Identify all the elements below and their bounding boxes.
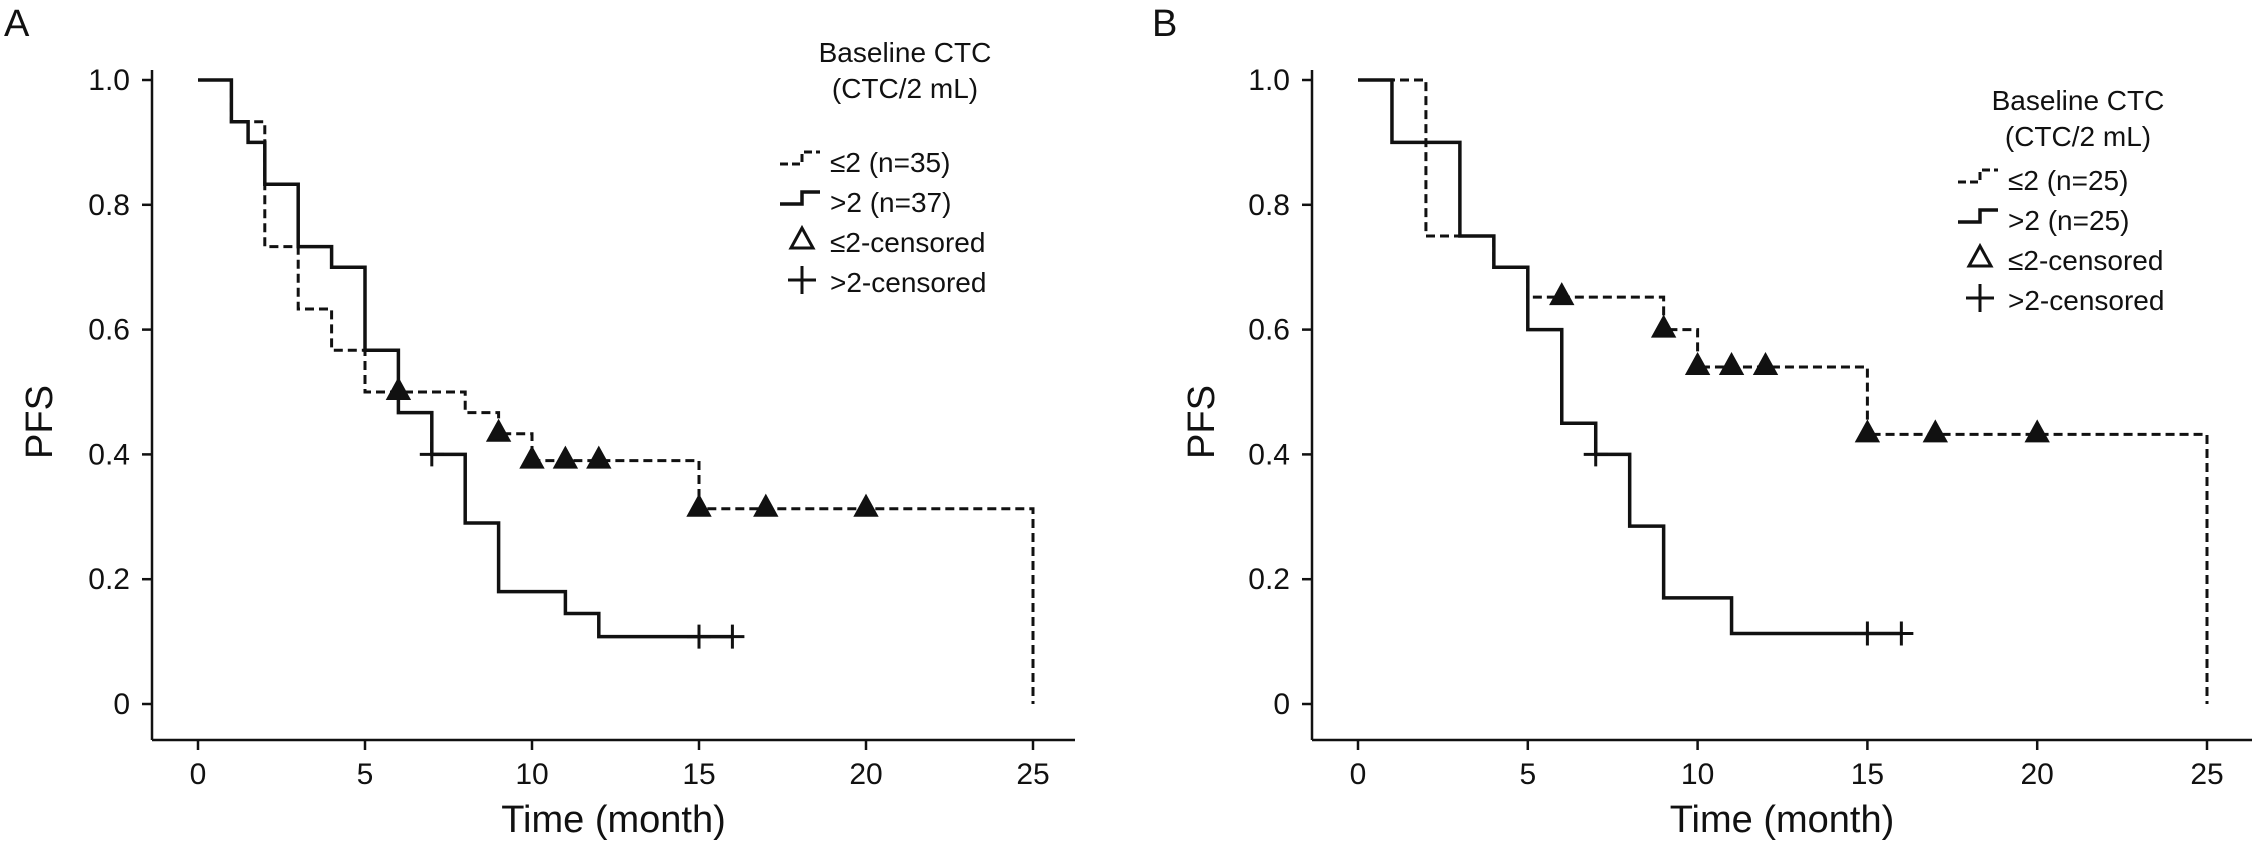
legend-entry: >2 (n=37) [830, 187, 951, 218]
legend-key-plus [788, 266, 816, 294]
legend: Baseline CTC (CTC/2 mL) ≤2 (n=25) >2 (n=25)… [1958, 85, 2164, 316]
censor-triangle-marker [686, 493, 712, 517]
chart-panel-A: A 0 5 10 15 20 25 0 0.2 0.4 0.6 0.8 1.0 Time (month) P… [4, 3, 1075, 841]
x-tick-label: 20 [2021, 758, 2054, 791]
censor-triangle-marker [1650, 314, 1677, 338]
legend-title: Baseline CTC [1992, 85, 2165, 116]
legend-title: (CTC/2 mL) [832, 73, 978, 104]
x-axis-title: Time (month) [501, 799, 726, 841]
y-tick-label: 0.2 [1248, 563, 1290, 596]
x-tick-label: 20 [849, 758, 882, 791]
panel-label: B [1152, 3, 1177, 45]
censor-triangle-marker [1718, 351, 1745, 376]
legend-key-dashed [780, 150, 820, 166]
y-axis-title: PFS [1181, 385, 1223, 459]
legend-key-dashed [1958, 168, 1998, 184]
y-axis-title: PFS [19, 385, 61, 459]
x-tick-label: 0 [1350, 758, 1367, 791]
censor-plus-marker [720, 624, 745, 649]
legend-key-plus [1966, 284, 1994, 312]
x-tick-label: 10 [1681, 758, 1714, 791]
x-tick-label: 15 [682, 758, 715, 791]
censor-plus-marker [1889, 621, 1914, 646]
legend-entry: >2-censored [2008, 285, 2164, 316]
series-high-ctc-line [1358, 78, 1902, 636]
censor-plus-marker [1855, 621, 1880, 646]
y-tick-label: 0 [113, 688, 130, 721]
y-tick-label: 0.6 [88, 314, 130, 347]
censor-triangle-marker [853, 493, 879, 517]
censor-triangle-marker [552, 445, 579, 469]
censor-triangle-marker [1922, 419, 1949, 443]
censor-triangle-marker [1752, 351, 1779, 376]
legend-entry: ≤2-censored [2008, 245, 2163, 276]
y-tick-label: 1.0 [88, 64, 130, 97]
censor-plus-marker [419, 442, 444, 467]
censor-triangle-marker [1684, 351, 1711, 376]
x-tick-label: 5 [357, 758, 374, 791]
y-tick-label: 0.4 [88, 438, 130, 471]
x-tick-label: 10 [515, 758, 548, 791]
legend-entry: >2 (n=25) [2008, 205, 2129, 236]
panel-label: A [4, 3, 30, 45]
legend: Baseline CTC (CTC/2 mL) ≤2 (n=35) >2 (n=37)… [780, 37, 991, 298]
x-tick-label: 5 [1519, 758, 1536, 791]
chart-panel-B: B 0 5 10 15 20 25 0 0.2 0.4 0.6 0.8 1.0 Time (month) P… [1152, 3, 2252, 841]
y-tick-label: 0 [1273, 688, 1290, 721]
x-axis-title: Time (month) [1670, 799, 1895, 841]
legend-key-solid [780, 190, 820, 206]
censor-plus-marker [687, 624, 711, 649]
censor-triangle-marker [753, 493, 779, 517]
legend-entry: ≤2-censored [830, 227, 985, 258]
legend-entry: ≤2 (n=25) [2008, 165, 2128, 196]
y-tick-label: 0.6 [1248, 314, 1290, 347]
censor-triangle-marker [1549, 282, 1575, 306]
legend-entry: ≤2 (n=35) [830, 147, 950, 178]
legend-entry: >2-censored [830, 267, 986, 298]
series-low-ctc-line [198, 78, 1035, 704]
y-tick-label: 0.8 [88, 189, 130, 222]
x-tick-label: 25 [2190, 758, 2223, 791]
x-tick-label: 15 [1851, 758, 1884, 791]
censor-plus-marker [1583, 442, 1608, 467]
legend-key-solid [1958, 208, 1998, 224]
legend-title: Baseline CTC [819, 37, 992, 68]
series-low-ctc-line [1358, 78, 2209, 704]
legend-title: (CTC/2 mL) [2005, 121, 2151, 152]
y-tick-label: 1.0 [1248, 64, 1290, 97]
censor-triangle-marker [2024, 419, 2050, 443]
x-tick-label: 25 [1016, 758, 1049, 791]
censor-triangle-marker [586, 445, 612, 469]
x-tick-label: 0 [190, 758, 207, 791]
y-tick-label: 0.2 [88, 563, 130, 596]
censor-triangle-marker [519, 445, 545, 469]
censor-triangle-marker [485, 418, 512, 442]
y-tick-label: 0.4 [1248, 438, 1290, 471]
y-tick-label: 0.8 [1248, 189, 1290, 222]
censor-triangle-marker [1854, 419, 1881, 443]
legend-key-triangle [788, 224, 816, 250]
legend-key-triangle [1966, 242, 1994, 268]
series-high-ctc-line [198, 78, 733, 639]
